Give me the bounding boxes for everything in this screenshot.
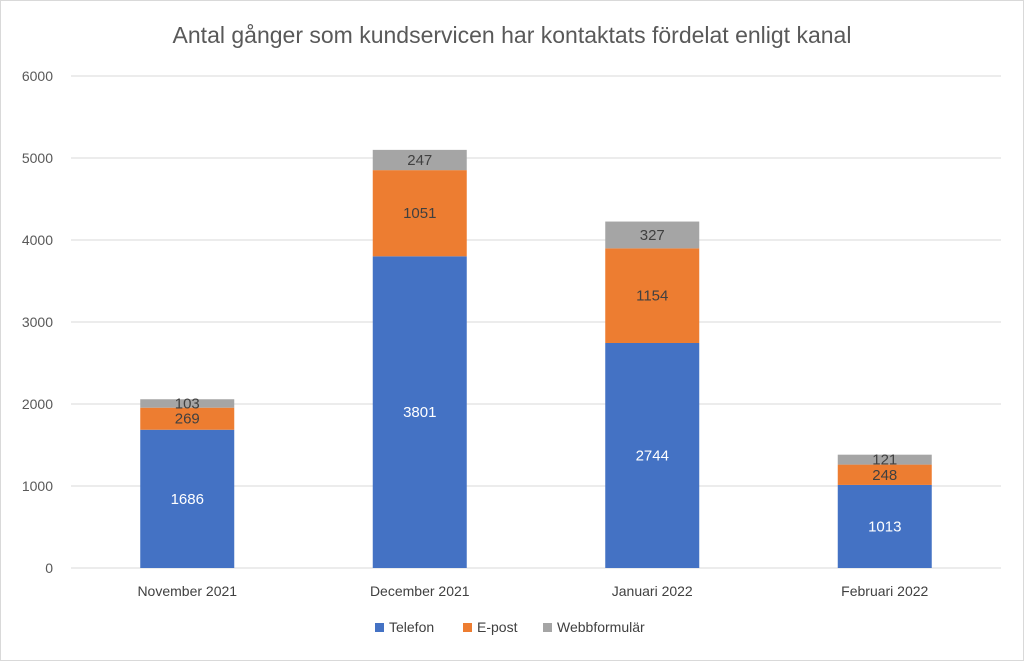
y-tick-label: 0: [45, 560, 53, 576]
legend-label: Webbformulär: [557, 619, 645, 635]
bar-segment: [605, 248, 700, 343]
bar-segment: [372, 149, 467, 171]
x-category-label: Januari 2022: [612, 583, 693, 599]
data-label: 121: [872, 452, 897, 469]
bar-segment: [140, 399, 235, 408]
y-tick-label: 5000: [22, 150, 53, 166]
data-label: 1013: [868, 518, 901, 535]
legend-swatch: [375, 623, 384, 632]
y-axis-tick-labels: 0 1000 2000 3000 4000 5000 6000: [22, 68, 53, 576]
bars: [140, 149, 932, 568]
bar-segment: [837, 464, 932, 485]
data-label: 1154: [636, 288, 668, 305]
bar-segment: [837, 454, 932, 465]
bar-segment: [372, 256, 467, 568]
bar-segment: [140, 429, 235, 568]
bar-segment: [605, 342, 700, 568]
data-label: 269: [175, 411, 200, 428]
data-label: 1051: [403, 205, 436, 222]
x-category-label: December 2021: [370, 583, 470, 599]
data-label: 3801: [403, 404, 436, 421]
legend-swatch: [543, 623, 552, 632]
bar-segment: [605, 221, 700, 249]
data-label: 248: [872, 467, 897, 484]
data-label: 327: [640, 227, 665, 244]
data-label: 247: [407, 152, 432, 169]
x-category-label: November 2021: [137, 583, 237, 599]
bar-segment: [837, 484, 932, 568]
x-axis-category-labels: November 2021 December 2021 Januari 2022 Fe…: [137, 583, 928, 599]
y-tick-label: 4000: [22, 232, 53, 248]
chart-title: Antal gånger som kundservicen har kontak…: [173, 22, 852, 48]
y-tick-label: 3000: [22, 314, 53, 330]
legend-label: E-post: [477, 619, 518, 635]
bar-segment: [140, 407, 235, 430]
y-tick-label: 2000: [22, 396, 53, 412]
legend: Telefon E-post Webbformulär: [375, 619, 645, 635]
bar-segment: [372, 170, 467, 257]
data-label: 103: [175, 395, 200, 412]
y-tick-label: 6000: [22, 68, 53, 84]
legend-swatch: [463, 623, 472, 632]
y-tick-label: 1000: [22, 478, 53, 494]
legend-label: Telefon: [389, 619, 434, 635]
data-label: 2744: [636, 447, 669, 464]
x-category-label: Februari 2022: [841, 583, 928, 599]
data-label: 1686: [171, 491, 204, 508]
